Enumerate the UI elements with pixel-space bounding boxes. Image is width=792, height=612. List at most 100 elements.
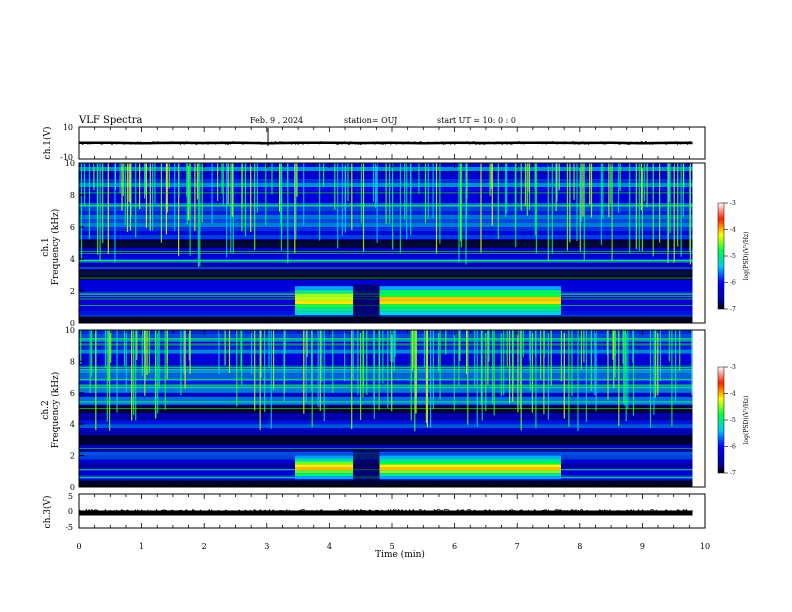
ch1-spectrogram-ylabel-freq: Frequency (kHz): [50, 209, 61, 286]
sferic-streak: [148, 330, 150, 374]
sferic-streak: [158, 330, 160, 389]
sferic-streak: [236, 330, 238, 407]
ch2-colorbar: [717, 366, 725, 474]
sferic-streak: [122, 163, 124, 196]
sferic-streak: [303, 330, 305, 414]
narrowband-line: [79, 387, 693, 389]
sferic-streak: [231, 163, 233, 217]
sferic-streak: [250, 163, 252, 232]
sferic-streak: [606, 330, 608, 355]
ch1-colorbar-label: log(PSD)(V²/Hz): [743, 232, 750, 281]
sferic-streak: [126, 163, 129, 232]
enhancement-band: [379, 293, 562, 297]
sferic-streak: [197, 163, 199, 267]
sferic-streak: [95, 330, 97, 431]
sferic-streak: [217, 163, 219, 201]
sferic-streak: [271, 163, 273, 195]
sferic-streak: [89, 330, 91, 394]
sferic-streak: [535, 330, 537, 429]
ch3-waveform-panel: 5 0 -5 ch.3(V): [42, 492, 706, 532]
sferic-streak: [617, 163, 620, 213]
sferic-streak: [410, 163, 412, 235]
spectrogram-band: [79, 279, 693, 283]
sferic-streak: [83, 163, 86, 207]
sferic-streak: [180, 330, 182, 396]
ch3-ytick-bottom: -5: [65, 523, 73, 532]
ytick-label: 8: [70, 191, 75, 200]
sferic-streak: [385, 163, 387, 225]
colorbar-tick-label: -5: [730, 417, 736, 424]
time-axis-label: Time (min): [375, 549, 425, 560]
spectrogram-band: [79, 255, 693, 259]
sferic-streak: [166, 330, 168, 380]
sferic-streak: [141, 330, 143, 376]
sferic-streak: [426, 330, 428, 428]
spectrogram-dark-band: [79, 480, 693, 487]
sferic-streak: [551, 163, 553, 254]
sferic-streak: [555, 163, 557, 211]
sferic-streak: [305, 330, 307, 402]
sferic-streak: [667, 163, 669, 263]
sferic-streak: [351, 163, 353, 231]
sferic-streak: [638, 163, 640, 252]
sferic-streak: [129, 163, 132, 231]
spectrogram-band: [79, 357, 693, 362]
ytick-label: 10: [65, 326, 75, 335]
sferic-streak: [80, 163, 83, 261]
sferic-streak: [125, 330, 127, 393]
sferic-streak: [649, 330, 652, 428]
narrowband-line: [79, 205, 693, 207]
sferic-streak: [625, 330, 627, 421]
sferic-streak: [376, 163, 378, 243]
sferic-streak: [121, 163, 123, 211]
spectrogram-band: [79, 432, 693, 436]
sferic-streak: [152, 163, 154, 231]
sferic-streak: [466, 163, 468, 219]
sferic-streak: [323, 330, 325, 421]
sferic-streak: [500, 330, 502, 397]
sferic-streak: [232, 163, 234, 254]
sferic-streak: [109, 330, 111, 431]
sferic-streak: [590, 163, 593, 218]
spectrogram-band: [79, 428, 693, 433]
sferic-streak: [131, 330, 133, 421]
narrowband-line: [79, 367, 693, 368]
sferic-streak: [474, 330, 476, 388]
xtick-label: 10: [700, 542, 710, 551]
sferic-streak: [319, 330, 321, 411]
ch1-spectrogram-ylabel-ch: ch.1: [41, 237, 51, 256]
ch2-spectrogram-image: [79, 330, 705, 487]
enhancement-band: [379, 304, 562, 308]
sferic-streak: [146, 330, 148, 375]
sferic-streak: [160, 163, 162, 243]
sferic-streak: [683, 163, 685, 188]
spectrogram-band: [79, 416, 693, 421]
sferic-streak: [390, 330, 392, 362]
sferic-streak: [579, 163, 581, 253]
sferic-streak: [522, 330, 524, 357]
sferic-streak: [613, 330, 615, 389]
sferic-streak: [321, 330, 323, 383]
spectrogram-band: [79, 388, 693, 393]
sferic-streak: [439, 330, 441, 400]
sferic-streak: [659, 163, 661, 243]
spectrogram-band: [79, 420, 693, 425]
sferic-streak: [360, 330, 362, 421]
sferic-streak: [124, 163, 126, 226]
sferic-streak: [547, 330, 549, 420]
sferic-streak: [540, 330, 542, 379]
sferic-streak: [535, 330, 537, 357]
narrowband-line: [79, 192, 693, 194]
sferic-streak: [311, 330, 313, 391]
sferic-streak: [189, 163, 191, 221]
ytick-label: 8: [70, 357, 75, 366]
sferic-streak: [106, 330, 108, 422]
spectrogram-band: [79, 349, 693, 354]
sferic-streak: [520, 330, 522, 431]
sferic-streak: [467, 330, 469, 425]
sferic-streak: [458, 330, 460, 385]
spectrogram-no-data: [692, 330, 705, 487]
sferic-streak: [391, 330, 393, 412]
sferic-streak: [135, 330, 137, 421]
sferic-streak: [514, 163, 516, 230]
